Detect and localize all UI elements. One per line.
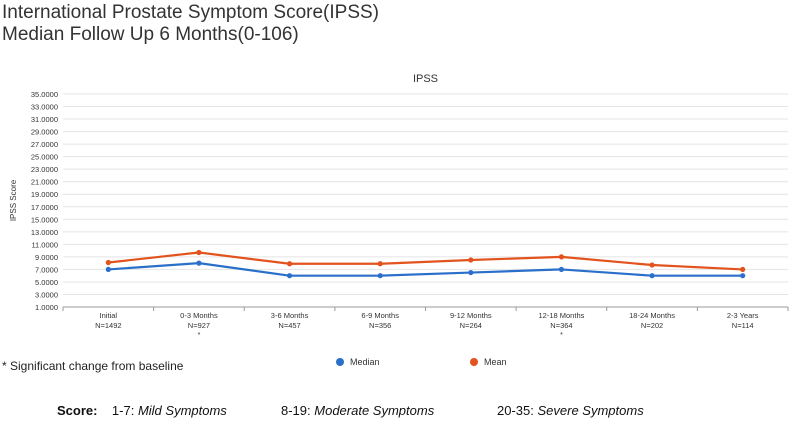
chart-title: IPSS <box>413 73 438 85</box>
median-data-point <box>649 273 655 279</box>
y-tick-label: 27.0000 <box>31 140 58 149</box>
x-tick-n-label: N=457 <box>278 321 300 330</box>
y-tick-label: 9.0000 <box>35 253 58 262</box>
y-tick-label: 13.0000 <box>31 228 58 237</box>
y-tick-label: 23.0000 <box>31 165 58 174</box>
x-tick-label: 2-3 Years <box>727 311 759 320</box>
title-line-2: Median Follow Up 6 Months(0-106) <box>2 24 299 45</box>
score-moderate-desc: Moderate Symptoms <box>314 403 435 418</box>
y-tick-label: 3.0000 <box>35 290 58 299</box>
mean-data-point <box>105 259 111 266</box>
score-mild-desc: Mild Symptoms <box>137 403 227 418</box>
median-data-point <box>740 273 746 279</box>
y-tick-label: 7.0000 <box>35 265 58 274</box>
y-tick-label: 1.0000 <box>35 303 58 312</box>
median-data-point <box>468 269 474 276</box>
score-severe-desc: Severe Symptoms <box>537 403 644 418</box>
median-data-point <box>377 273 383 279</box>
y-tick-label: 21.0000 <box>31 178 58 187</box>
score-label: Score: <box>57 403 98 418</box>
x-tick-label: 3-6 Months <box>271 311 309 320</box>
x-tick-n-label: N=264 <box>460 321 482 330</box>
score-moderate-range: 8-19: <box>281 403 311 418</box>
median-data-point <box>558 266 565 273</box>
mean-data-point <box>196 249 202 256</box>
significance-mark: * <box>198 332 201 339</box>
mean-data-point <box>377 261 383 267</box>
y-axis-label: IPSS Score <box>9 179 18 221</box>
significance-mark: * <box>560 332 563 339</box>
score-mild: Score: 1-7: Mild Symptoms <box>57 403 227 418</box>
mean-data-point <box>740 266 746 273</box>
mean-data-point <box>286 261 293 267</box>
mean-data-point <box>558 254 565 260</box>
median-legend-marker <box>336 358 344 366</box>
mean-legend-marker <box>470 358 478 366</box>
score-moderate: 8-19: Moderate Symptoms <box>281 403 434 418</box>
y-tick-label: 33.0000 <box>31 103 58 112</box>
median-data-point <box>286 273 293 279</box>
x-tick-n-label: N=356 <box>369 321 391 330</box>
x-tick-label: 0-3 Months <box>180 311 218 320</box>
x-tick-n-label: N=114 <box>732 321 754 330</box>
significance-footnote: * Significant change from baseline <box>2 359 184 373</box>
x-tick-label: 12-18 Months <box>539 311 585 320</box>
legend-item-mean[interactable]: Mean <box>470 357 507 367</box>
y-tick-label: 25.0000 <box>31 153 58 162</box>
x-tick-n-label: N=927 <box>188 321 210 330</box>
median-series-line <box>108 262 743 277</box>
score-severe: 20-35: Severe Symptoms <box>497 403 644 418</box>
mean-data-point <box>649 262 655 268</box>
y-tick-label: 5.0000 <box>35 278 58 287</box>
legend-item-median[interactable]: Median <box>336 357 380 367</box>
x-tick-label: 6-9 Months <box>361 311 399 320</box>
y-tick-label: 15.0000 <box>31 215 58 224</box>
mean-series-line <box>108 251 743 271</box>
x-tick-label: 18-24 Months <box>629 311 675 320</box>
mean-data-point <box>468 257 474 263</box>
y-tick-label: 31.0000 <box>31 115 58 124</box>
y-tick-label: 29.0000 <box>31 128 58 137</box>
x-tick-n-label: N=364 <box>550 321 572 330</box>
x-tick-label: Initial <box>100 311 118 320</box>
y-tick-label: 17.0000 <box>31 203 58 212</box>
y-tick-label: 19.0000 <box>31 190 58 199</box>
page-title: International Prostate Symptom Score(IPS… <box>2 2 379 46</box>
median-legend-label: Median <box>350 357 380 367</box>
score-mild-range: 1-7: <box>111 403 135 418</box>
y-tick-label: 35.0000 <box>31 90 58 99</box>
title-line-1: International Prostate Symptom Score(IPS… <box>2 2 379 23</box>
x-tick-label: 9-12 Months <box>450 311 492 320</box>
median-data-point <box>196 260 202 266</box>
median-data-point <box>105 266 111 273</box>
x-tick-n-label: N=202 <box>641 321 663 330</box>
x-tick-n-label: N=1492 <box>95 321 121 330</box>
y-tick-label: 11.0000 <box>31 240 58 249</box>
score-severe-range: 20-35: <box>497 403 534 418</box>
mean-legend-label: Mean <box>484 357 507 367</box>
